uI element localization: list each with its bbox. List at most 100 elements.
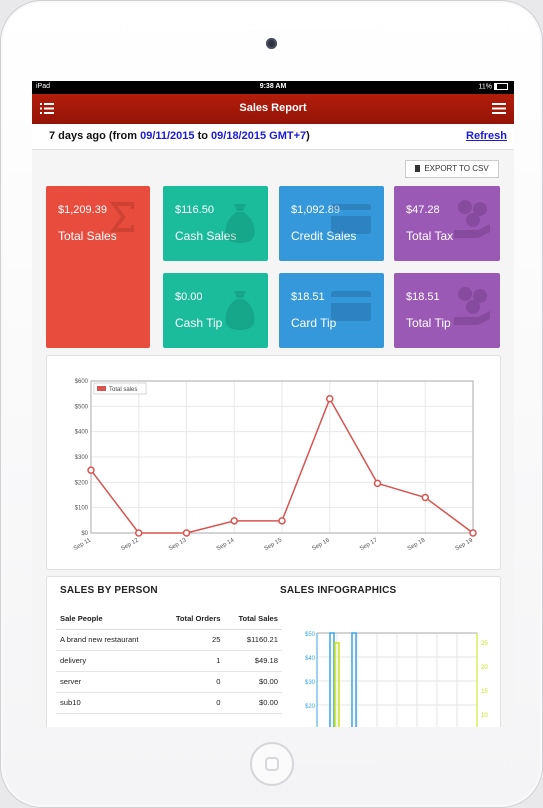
sales-infographics-chart: $50 $40 $30 $20 25 20 15 10 [305,632,488,727]
sales-by-person-table: Sale People Total Orders Total Sales A b… [56,609,282,714]
sales-details-panel: SALES BY PERSON SALES INFOGRAPHICS Sale … [46,576,501,727]
cash-tip-label: Cash Tip [175,316,223,330]
report-content: EXPORT TO CSV $1,209.39 Total Sales $116… [32,150,514,727]
cash-tip-tile[interactable]: $0.00 Cash Tip [163,273,268,348]
hamburger-menu-icon[interactable] [492,102,506,115]
right-tick: 20 [481,665,488,671]
order-count: 25 [160,629,225,651]
cash-tip-amount: $0.00 [175,291,203,303]
y-tick-label: $400 [75,430,89,436]
left-tick: $30 [305,680,316,686]
data-point [421,493,429,502]
right-tick: 10 [481,713,488,719]
camera-icon [266,38,277,49]
data-point [278,517,286,525]
credit-card-icon [331,204,371,234]
document-icon [415,165,421,172]
right-tick: 25 [481,641,488,647]
money-bag-icon [225,291,255,330]
total-tax-tile[interactable]: $47.28 Total Tax [394,186,500,261]
y-tick-label: $200 [75,480,89,486]
total-sales-tile[interactable]: $1,209.39 Total Sales [46,186,150,348]
legend-box [93,382,147,395]
y-tick-label: $100 [75,506,89,512]
data-point [326,394,334,403]
credit-sales-label: Credit Sales [291,229,357,243]
x-tick-label: Sep 16 [311,537,331,552]
carrier-label: iPad [36,83,51,90]
export-label: EXPORT TO CSV [424,164,489,173]
total-tax-amount: $47.28 [406,204,440,216]
card-tip-label: Card Tip [291,316,337,330]
date-range-bar: 7 days ago (from 09/11/2015 to 09/18/201… [32,124,514,150]
coins-hand-icon [454,287,490,325]
column-header: Total Orders [160,609,225,630]
data-point [469,529,477,537]
refresh-link[interactable]: Refresh [466,130,507,142]
coins-hand-icon [454,200,490,238]
home-button[interactable] [250,742,294,786]
end-date: 09/18/2015 GMT+7 [211,130,307,142]
money-bag-icon [225,204,255,243]
x-tick-label: Sep 15 [264,537,284,552]
infographic-bar [329,632,335,727]
nav-bar: Sales Report [32,94,514,124]
sales-total: $49.18 [224,650,282,672]
x-tick-label: Sep 11 [73,537,93,552]
page-title: Sales Report [239,102,307,114]
total-sales-label: Total Sales [58,229,117,243]
right-tick: 15 [481,689,488,695]
sales-total: $0.00 [224,671,282,693]
sales-chart-panel: $600 $500 $400 $300 $200 $100 $0 Sep 11 Sep 12 Se… [46,355,501,570]
date-range-text: 7 days ago (from 09/11/2015 to 09/18/201… [49,130,310,142]
sigma-icon [110,202,134,232]
credit-card-icon [331,291,371,321]
legend-label: Total sales [109,387,137,393]
screen: iPad 9:38 AM 11% Sales Report 7 days ago… [32,81,514,727]
infographic-bar [351,632,357,727]
cash-sales-tile[interactable]: $116.50 Cash Sales [163,186,268,261]
x-tick-label: Sep 13 [168,537,188,552]
list-menu-icon[interactable] [40,102,54,115]
left-tick: $50 [305,632,316,638]
export-csv-button[interactable]: EXPORT TO CSV [405,160,499,178]
sales-total: $1160.21 [224,629,282,651]
table-header-row: Sale People Total Orders Total Sales [56,609,282,630]
battery-indicator: 11% [479,83,508,90]
plot-border [90,380,474,534]
card-tip-tile[interactable]: $18.51 Card Tip [279,273,384,348]
person-name: sub10 [56,692,161,714]
y-tick-label: $600 [75,379,89,385]
cash-sales-amount: $116.50 [175,204,214,216]
person-name: server [56,671,161,693]
y-tick-label: $300 [75,455,89,461]
x-tick-label: Sep 19 [455,537,475,552]
data-point [87,466,95,474]
y-tick-label: $500 [75,404,89,410]
data-point [230,517,238,525]
table-row[interactable]: delivery 1 $49.18 [56,650,282,672]
total-tip-amount: $18.51 [406,291,440,303]
x-tick-label: Sep 14 [216,537,236,552]
table-row[interactable]: A brand new restaurant 25 $1160.21 [56,629,282,651]
table-row[interactable]: sub10 0 $0.00 [56,692,282,714]
clock: 9:38 AM [259,83,287,90]
infographic-bar [334,642,340,727]
x-tick-label: Sep 12 [120,537,140,552]
credit-sales-tile[interactable]: $1,092.89 Credit Sales [279,186,384,261]
data-point [182,529,191,537]
column-header: Total Sales [224,609,282,630]
order-count: 1 [160,650,225,672]
table-row[interactable]: server 0 $0.00 [56,671,282,693]
total-sales-amount: $1,209.39 [58,204,107,216]
left-tick: $40 [305,656,316,662]
data-point [135,529,143,537]
status-bar: iPad 9:38 AM 11% [32,81,514,94]
person-name: delivery [56,650,161,672]
data-point [373,479,382,488]
total-tax-label: Total Tax [406,229,454,243]
sales-infographics-title: SALES INFOGRAPHICS [280,585,397,596]
person-name: A brand new restaurant [56,629,161,651]
column-header: Sale People [56,609,161,630]
total-tip-tile[interactable]: $18.51 Total Tip [394,273,500,348]
